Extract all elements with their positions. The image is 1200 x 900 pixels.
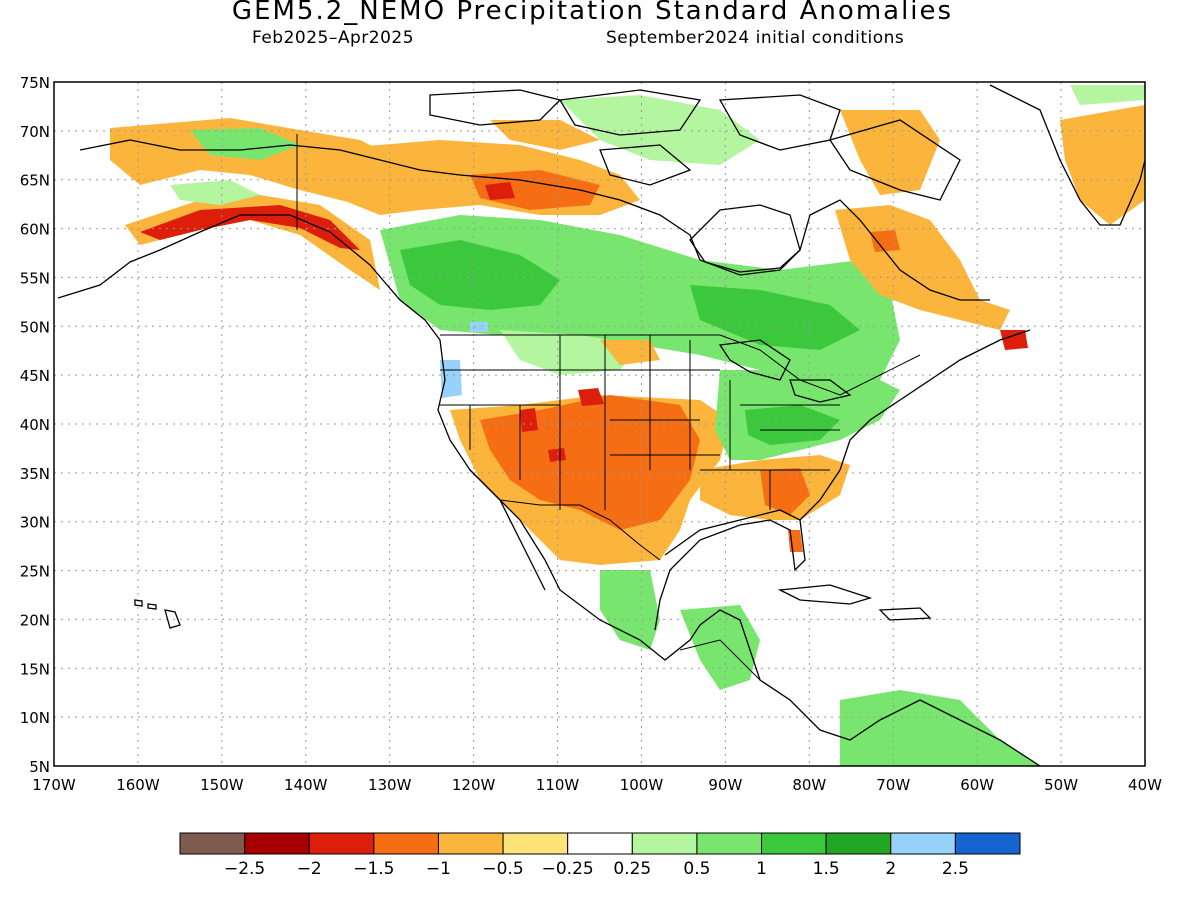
borders	[296, 134, 921, 701]
coastlines	[57, 84, 1145, 766]
anomaly-fields	[110, 85, 1145, 766]
wet-patch-alaska	[190, 128, 300, 160]
dry-patch-greenland	[1060, 105, 1145, 225]
longitude-labels: 170W 160W 150W 140W 130W 120W 110W 100W 90W 80W 70…	[32, 776, 1162, 794]
lat-label: 60N	[20, 221, 50, 239]
legend-label: −2	[297, 859, 322, 879]
plot-frame	[53, 81, 1146, 767]
legend-swatch	[179, 832, 246, 855]
legend-swatch	[502, 832, 569, 855]
lon-label: 50W	[1044, 776, 1078, 794]
legend-swatch	[308, 832, 375, 855]
lat-label: 75N	[20, 74, 50, 92]
lon-label: 120W	[452, 776, 496, 794]
latitude-labels: 75N 70N 65N 60N 55N 50N 45N 40N 35N 30N 25N 20N 15N 1…	[20, 74, 50, 776]
dry-strong-georgia	[760, 468, 810, 515]
lat-label: 15N	[20, 660, 50, 678]
lon-label: 130W	[368, 776, 412, 794]
legend-label: −0.5	[482, 859, 523, 879]
lon-label: 70W	[876, 776, 910, 794]
legend-label: 1	[756, 859, 767, 879]
colorbar-legend: −2.5 −2 −1.5 −1 −0.5 −0.25 0.25 0.5 1 1.5 2 2.5	[179, 832, 1021, 879]
legend-swatch	[437, 832, 504, 855]
legend-label: 0.5	[683, 859, 710, 879]
dry-strong-newfoundland	[1000, 330, 1028, 350]
legend-swatch	[954, 832, 1021, 855]
dry-strong-wyoming	[578, 388, 604, 406]
legend-swatch	[373, 832, 439, 855]
wet-patch-alaska-2	[170, 180, 260, 205]
gridlines	[54, 82, 1145, 766]
lat-label: 70N	[20, 123, 50, 141]
legend-label: −1	[426, 859, 451, 879]
legend-label: 2.5	[942, 859, 969, 879]
dry-patch-northern-plains	[600, 340, 660, 365]
lon-label: 160W	[116, 776, 160, 794]
lat-label: 55N	[20, 269, 50, 287]
wet-strong-central-canada	[400, 240, 560, 310]
lat-label: 20N	[20, 611, 50, 629]
legend-swatch	[567, 832, 633, 855]
wet-strong-quebec	[690, 285, 860, 350]
lat-label: 45N	[20, 367, 50, 385]
lon-label: 110W	[536, 776, 580, 794]
legend-swatch	[890, 832, 956, 855]
initial-conditions: September2024 initial conditions	[606, 28, 905, 48]
lat-label: 5N	[29, 758, 50, 776]
lon-label: 170W	[32, 776, 76, 794]
dry-patch-arctic	[490, 120, 600, 150]
dry-strong-four-corners	[520, 408, 538, 432]
legend-label: −1.5	[353, 859, 394, 879]
lat-label: 10N	[20, 709, 50, 727]
chart-title: GEM5.2_NEMO Precipitation Standard Anoma…	[231, 0, 954, 26]
dry-strong-labrador	[870, 230, 900, 252]
lat-label: 65N	[20, 172, 50, 190]
lat-label: 25N	[20, 563, 50, 581]
dry-spot-north-canada	[485, 182, 515, 200]
legend-label: 2	[885, 859, 896, 879]
lon-label: 100W	[620, 776, 664, 794]
wet-patch-south-america	[840, 690, 1040, 766]
wet-patch-greenland	[1070, 85, 1145, 105]
legend-swatch	[244, 832, 310, 855]
legend-swatch	[761, 832, 827, 855]
lon-label: 90W	[708, 776, 742, 794]
lon-label: 60W	[960, 776, 994, 794]
lat-label: 35N	[20, 465, 50, 483]
wet-patch-mexico	[600, 570, 660, 650]
wet-patch-arctic	[560, 95, 760, 165]
lon-label: 140W	[284, 776, 328, 794]
legend-label: 1.5	[813, 859, 840, 879]
dry-strong-alaska-coast	[140, 205, 360, 250]
lon-label: 40W	[1128, 776, 1162, 794]
lat-label: 50N	[20, 318, 50, 336]
forecast-period: Feb2025–Apr2025	[252, 28, 415, 48]
legend-label: 0.25	[613, 859, 651, 879]
wet-strong-ohio-valley	[745, 405, 840, 445]
lon-label: 150W	[200, 776, 244, 794]
legend-label: −2.5	[224, 859, 265, 879]
wet-very-bc	[470, 322, 488, 332]
lon-label: 80W	[792, 776, 826, 794]
lat-label: 30N	[20, 514, 50, 532]
dry-strong-arizona	[548, 448, 566, 462]
legend-swatch	[631, 832, 698, 855]
lat-label: 40N	[20, 416, 50, 434]
legend-label: −0.25	[542, 859, 594, 879]
legend-swatch	[696, 832, 763, 855]
legend-swatch	[825, 832, 892, 855]
